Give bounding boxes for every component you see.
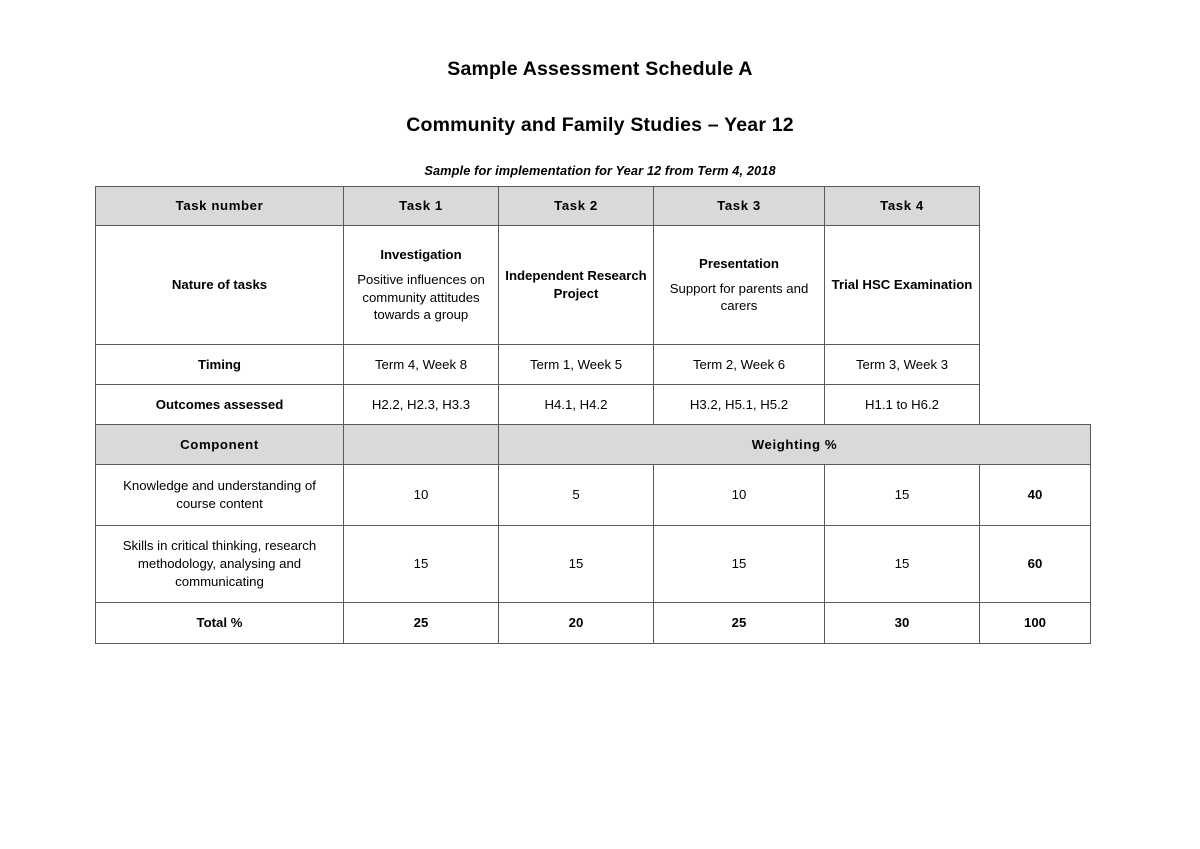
- table-row-timing: Timing Term 4, Week 8 Term 1, Week 5 Ter…: [95, 344, 1091, 385]
- header-task-3: Task 3: [653, 186, 825, 226]
- header-spacer-cell: [980, 187, 1091, 425]
- table-row-total: Total % 25 20 25 30 100: [95, 602, 1091, 644]
- outcomes-task-3: H3.2, H5.1, H5.2: [653, 384, 825, 425]
- table-row-component-2: Skills in critical thinking, research me…: [95, 525, 1091, 603]
- timing-task-2: Term 1, Week 5: [498, 344, 654, 385]
- weighting-header: Weighting %: [498, 424, 1091, 465]
- total-task-1: 25: [343, 602, 499, 644]
- component-2-name: Skills in critical thinking, research me…: [95, 525, 344, 603]
- nature-task-3-desc: Support for parents and carers: [669, 280, 809, 314]
- component-2-task-1-mark: 15: [343, 525, 499, 603]
- timing-task-1: Term 4, Week 8: [343, 344, 499, 385]
- table-row-component-1: Knowledge and understanding of course co…: [95, 464, 1091, 526]
- row-label-outcomes-assessed: Outcomes assessed: [95, 384, 344, 425]
- component-1-task-3-mark: 10: [653, 464, 825, 526]
- header-task-1: Task 1: [343, 186, 499, 226]
- component-1-weighting: 40: [979, 464, 1091, 526]
- component-1-task-4-mark: 15: [824, 464, 980, 526]
- nature-task-4-title: Trial HSC Examination: [831, 277, 973, 293]
- document-header: Sample Assessment Schedule A Community a…: [0, 0, 1200, 178]
- table-row-task-number: Task number Task 1 Task 2 Task 3 Task 4: [95, 186, 1091, 226]
- total-task-3: 25: [653, 602, 825, 644]
- table-row-component-header: Component Weighting %: [95, 424, 1091, 465]
- nature-task-2-title: Independent Research Project: [505, 268, 647, 301]
- row-label-total: Total %: [95, 602, 344, 644]
- timing-task-4: Term 3, Week 3: [824, 344, 980, 385]
- table-row-nature-of-tasks: Nature of tasks Investigation Positive i…: [95, 225, 1091, 345]
- timing-task-3: Term 2, Week 6: [653, 344, 825, 385]
- nature-task-3-title: Presentation: [699, 255, 779, 271]
- nature-task-1-desc: Positive influences on community attitud…: [357, 271, 485, 323]
- component-header-blank: [343, 424, 499, 465]
- component-1-name: Knowledge and understanding of course co…: [95, 464, 344, 526]
- total-task-2: 20: [498, 602, 654, 644]
- component-2-task-4-mark: 15: [824, 525, 980, 603]
- component-1-task-1-mark: 10: [343, 464, 499, 526]
- row-label-timing: Timing: [95, 344, 344, 385]
- row-label-nature-of-tasks: Nature of tasks: [95, 225, 344, 345]
- component-1-task-2-mark: 5: [498, 464, 654, 526]
- component-2-task-2-mark: 15: [498, 525, 654, 603]
- total-weighting: 100: [979, 602, 1091, 644]
- nature-task-2: Independent Research Project: [498, 225, 654, 345]
- table-row-outcomes-assessed: Outcomes assessed H2.2, H2.3, H3.3 H4.1,…: [95, 384, 1091, 425]
- header-task-2: Task 2: [498, 186, 654, 226]
- total-task-4: 30: [824, 602, 980, 644]
- assessment-schedule-table: Task number Task 1 Task 2 Task 3 Task 4 …: [95, 186, 1091, 644]
- outcomes-task-1: H2.2, H2.3, H3.3: [343, 384, 499, 425]
- nature-task-1-title: Investigation: [380, 247, 462, 263]
- row-label-component: Component: [95, 424, 344, 465]
- page-title: Sample Assessment Schedule A: [447, 58, 753, 80]
- component-2-weighting: 60: [979, 525, 1091, 603]
- nature-task-4: Trial HSC Examination: [824, 225, 980, 345]
- implementation-note: Sample for implementation for Year 12 fr…: [424, 163, 776, 178]
- header-task-4: Task 4: [824, 186, 980, 226]
- row-label-task-number: Task number: [95, 186, 344, 226]
- assessment-schedule-table-wrapper: Task number Task 1 Task 2 Task 3 Task 4 …: [95, 186, 1091, 644]
- nature-task-1: Investigation Positive influences on com…: [343, 225, 499, 345]
- subject-title: Community and Family Studies – Year 12: [406, 114, 794, 136]
- component-2-task-3-mark: 15: [653, 525, 825, 603]
- nature-task-3: Presentation Support for parents and car…: [653, 225, 825, 345]
- outcomes-task-4: H1.1 to H6.2: [824, 384, 980, 425]
- outcomes-task-2: H4.1, H4.2: [498, 384, 654, 425]
